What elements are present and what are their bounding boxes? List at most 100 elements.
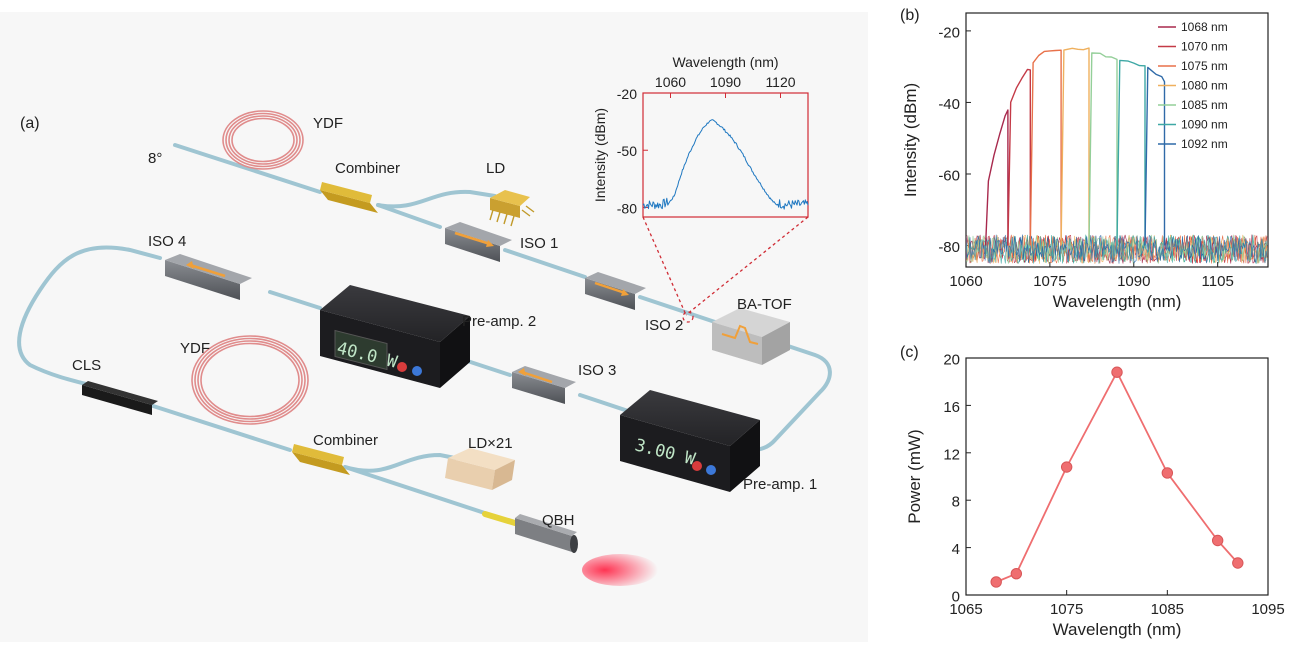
qbh-connector [515, 514, 658, 586]
x-axis-label: Wavelength (nm) [1053, 620, 1182, 639]
data-point [1161, 467, 1174, 479]
spectrum-series-line [1060, 47, 1090, 246]
power-chart: 1065 1075 1085 1095 0 4 8 12 16 20 Wavelength (nm)… [905, 352, 1285, 640]
plot-frame [965, 12, 1269, 268]
iso2-isolator [585, 272, 646, 310]
qbh-label: QBH [542, 512, 575, 529]
fiber-seg [268, 290, 322, 310]
ydf-coil-bottom [191, 335, 309, 425]
ydf-bottom-label: YDF [180, 340, 210, 357]
ydf-coil-top [222, 110, 304, 170]
x-tick-label: 1065 [949, 601, 982, 618]
legend-entry: 1070 nm [1181, 40, 1228, 54]
x-axis-label: Wavelength (nm) [672, 54, 778, 70]
fiber-seg [343, 452, 457, 473]
y-tick-label: -20 [938, 24, 960, 41]
ld-label: LD [486, 160, 505, 177]
y-tick-label: -50 [617, 143, 637, 159]
iso1-label: ISO 1 [520, 235, 558, 252]
combiner-bottom-label: Combiner [313, 432, 378, 449]
x-tick-label: 1060 [949, 273, 982, 290]
fiber-yellow [482, 511, 518, 526]
power-series-line [995, 371, 1239, 583]
y-tick-label: -60 [938, 167, 960, 184]
y-axis-label: Intensity (dBm) [901, 83, 920, 197]
y-tick-label: 0 [952, 589, 960, 606]
combiner-top-label: Combiner [335, 160, 400, 177]
ld21-module [445, 448, 515, 490]
combiner-bottom [292, 444, 350, 475]
panel-b-label: (b) [900, 7, 920, 24]
inset-spectrum-chart: 1060 1090 1120 -20 -50 -80 Wavelength (nm) Inte… [592, 54, 809, 218]
panel-c-label: (c) [900, 344, 919, 361]
legend-entry: 1090 nm [1181, 118, 1228, 132]
legend-entry: 1075 nm [1181, 59, 1228, 73]
ba-tof-filter [712, 308, 790, 365]
x-tick-label: 1060 [655, 74, 686, 90]
fiber-seg [503, 248, 587, 279]
spectrum-series-line [1144, 66, 1166, 246]
iso3-label: ISO 3 [578, 362, 616, 379]
legend-entry: 1092 nm [1181, 137, 1228, 151]
iso4-isolator [165, 254, 252, 300]
fiber-seg [376, 189, 497, 209]
inset-pointer [642, 216, 809, 323]
legend-entry: 1085 nm [1181, 98, 1228, 112]
x-axis-label: Wavelength (nm) [1053, 292, 1182, 311]
fiber-seg [638, 295, 717, 324]
y-tick-label: 4 [952, 541, 960, 558]
data-point [1211, 534, 1224, 547]
spectrum-series-line [984, 109, 1009, 246]
data-point [1111, 366, 1123, 378]
inset-spectrum-line [642, 119, 809, 210]
plot-area [966, 47, 1268, 264]
y-tick-label: 20 [943, 352, 960, 369]
preamp1-box [620, 390, 760, 492]
x-tick-label: 1085 [1151, 601, 1184, 618]
x-tick-label: 1120 [765, 74, 795, 90]
preamp2-box [320, 285, 470, 388]
spectrum-series-line [1088, 52, 1118, 246]
iso1-isolator [445, 222, 512, 262]
y-axis-label: Power (mW) [905, 429, 924, 523]
fiber-seg [148, 403, 292, 452]
y-tick-label: -80 [938, 239, 960, 256]
fiber-seg [173, 143, 322, 194]
x-tick-label: 1095 [1251, 601, 1284, 618]
data-point [990, 576, 1002, 588]
y-tick-label: 16 [943, 399, 960, 416]
plot-frame [965, 357, 1269, 596]
iso3-isolator [512, 366, 576, 404]
x-tick-label: 1105 [1202, 273, 1234, 290]
iso4-label: ISO 4 [148, 233, 186, 250]
iso2-label: ISO 2 [645, 317, 683, 334]
y-tick-label: -80 [617, 200, 637, 216]
x-tick-label: 1090 [710, 74, 741, 90]
data-point [1232, 557, 1244, 569]
cls-label: CLS [72, 357, 101, 374]
cls-stripper [82, 381, 158, 415]
preamp2-label: Pre-amp. 2 [462, 313, 536, 330]
data-point [1060, 461, 1073, 473]
ld-chip [489, 190, 535, 227]
spectrum-series-line [1007, 68, 1032, 246]
data-point [1010, 567, 1023, 580]
fiber-seg [17, 245, 162, 387]
laser-beam [582, 554, 658, 586]
fiber-paths [17, 143, 832, 526]
y-tick-label: -40 [938, 96, 960, 113]
ydf-top-label: YDF [313, 115, 343, 132]
setup-diagram: 40.0 W 3.00 W (a) YDF 8 [0, 12, 868, 642]
spectrum-series-line [1029, 49, 1062, 246]
ld21-label: LD×21 [468, 435, 513, 452]
legend-entry: 1068 nm [1181, 20, 1228, 34]
angle-label: 8° [148, 150, 162, 167]
ba-tof-label: BA-TOF [737, 296, 792, 313]
filter-icon [721, 324, 759, 345]
x-tick-label: 1090 [1117, 273, 1150, 290]
preamp1-label: Pre-amp. 1 [743, 476, 817, 493]
y-tick-label: 8 [952, 494, 960, 511]
combiner-top [320, 182, 378, 213]
